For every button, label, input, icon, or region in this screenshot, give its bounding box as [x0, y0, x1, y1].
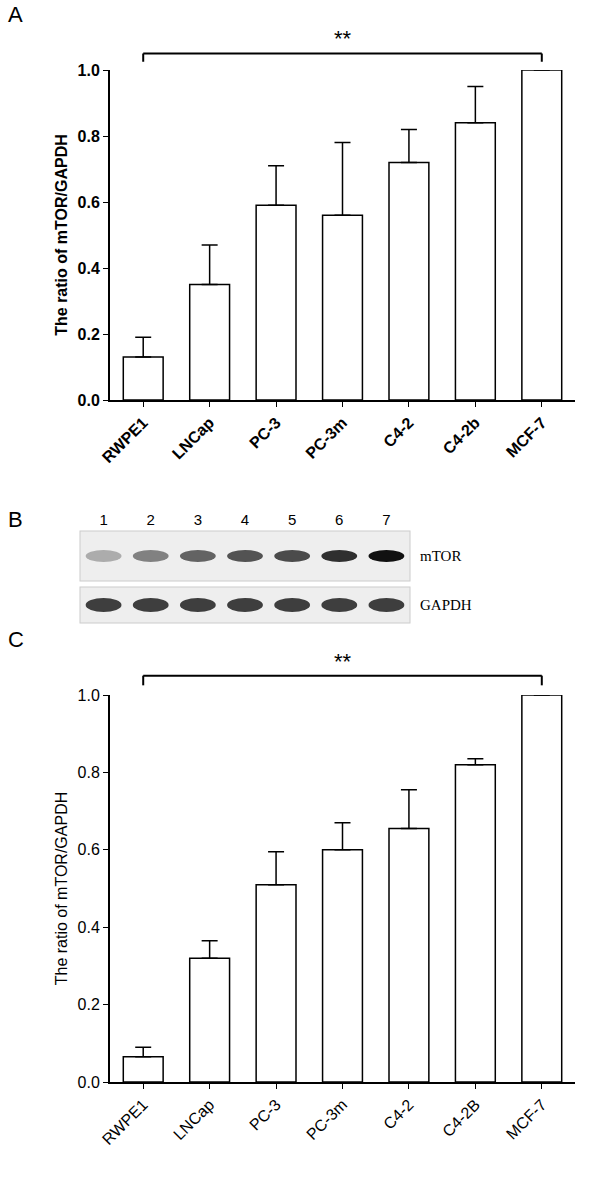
svg-text:7: 7: [382, 511, 390, 528]
html-text:C: C: [8, 627, 24, 652]
svg-text:GAPDH: GAPDH: [420, 597, 472, 613]
svg-text:MCF-7: MCF-7: [503, 1096, 550, 1143]
svg-text:4: 4: [241, 511, 249, 528]
svg-text:1: 1: [99, 511, 107, 528]
html-text:B: B: [8, 507, 23, 532]
svg-text:0.8: 0.8: [78, 764, 100, 781]
html-text:A: A: [8, 2, 23, 27]
svg-text:0.2: 0.2: [78, 326, 100, 343]
svg-text:MCF-7: MCF-7: [503, 414, 550, 461]
svg-text:6: 6: [335, 511, 343, 528]
svg-text:0.6: 0.6: [78, 841, 100, 858]
svg-text:The ratio of mTOR/GAPDH: The ratio of mTOR/GAPDH: [53, 134, 70, 336]
svg-text:0.4: 0.4: [78, 260, 100, 277]
svg-text:0.4: 0.4: [78, 919, 100, 936]
svg-text:**: **: [334, 26, 352, 51]
svg-text:PC-3: PC-3: [246, 414, 284, 452]
svg-text:0.6: 0.6: [78, 194, 100, 211]
svg-text:LNCap: LNCap: [169, 414, 218, 463]
svg-text:LNCap: LNCap: [170, 1096, 217, 1143]
svg-text:0.2: 0.2: [78, 996, 100, 1013]
svg-text:0.0: 0.0: [78, 392, 100, 409]
svg-text:The ratio of mTOR/GAPDH: The ratio of mTOR/GAPDH: [53, 792, 70, 986]
svg-text:C4-2: C4-2: [380, 414, 417, 451]
svg-text:0.8: 0.8: [78, 128, 100, 145]
svg-text:mTOR: mTOR: [420, 548, 461, 564]
svg-text:**: **: [334, 649, 352, 674]
svg-text:C4-2b: C4-2b: [440, 414, 484, 458]
svg-text:0.0: 0.0: [78, 1074, 100, 1091]
svg-text:RWPE1: RWPE1: [99, 1096, 151, 1148]
svg-text:C4-2: C4-2: [380, 1096, 417, 1133]
svg-text:PC-3: PC-3: [246, 1096, 284, 1134]
svg-text:PC-3m: PC-3m: [303, 1096, 350, 1143]
svg-text:5: 5: [288, 511, 296, 528]
svg-text:3: 3: [194, 511, 202, 528]
svg-text:RWPE1: RWPE1: [99, 414, 151, 466]
svg-text:1.0: 1.0: [78, 62, 100, 79]
svg-text:PC-3m: PC-3m: [302, 414, 350, 462]
svg-text:2: 2: [147, 511, 155, 528]
svg-text:1.0: 1.0: [78, 687, 100, 704]
svg-text:C4-2B: C4-2B: [439, 1096, 483, 1140]
